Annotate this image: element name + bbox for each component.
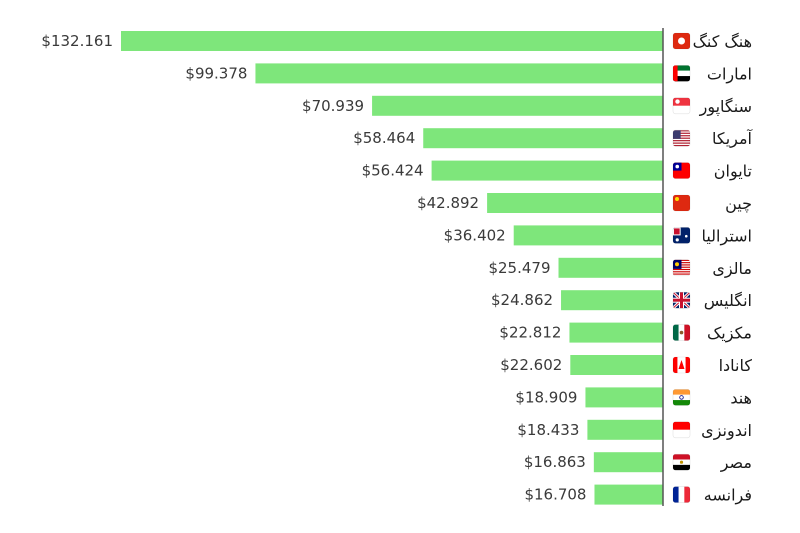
hong-kong-flag-icon	[672, 32, 691, 50]
malaysia-flag-icon	[672, 259, 691, 277]
value-label: $22.812	[499, 324, 561, 342]
value-label: $70.939	[302, 97, 364, 115]
bar	[513, 225, 663, 246]
bars-group	[121, 31, 663, 505]
category-label: سنگاپور	[699, 97, 752, 117]
bar	[372, 95, 663, 116]
category-label: مالزی	[712, 259, 752, 279]
bar	[569, 322, 663, 343]
category-label: هند	[730, 388, 752, 407]
bar	[570, 355, 663, 375]
bar	[594, 484, 663, 505]
mexico-flag-icon	[672, 324, 691, 341]
value-label: $58.464	[353, 129, 415, 147]
bar	[585, 387, 663, 408]
singapore-flag-icon	[672, 97, 691, 115]
bar	[561, 290, 663, 311]
bar	[587, 419, 663, 440]
france-flag-icon	[672, 486, 691, 503]
category-label: آمریکا	[712, 129, 754, 149]
canada-flag-icon	[672, 356, 691, 374]
flags-group	[672, 32, 691, 503]
category-label: مکزیک	[707, 324, 752, 344]
value-label: $24.862	[491, 291, 553, 309]
value-label: $16.708	[524, 486, 586, 504]
value-label: $99.378	[185, 64, 247, 82]
category-label: کانادا	[719, 356, 753, 375]
value-label: $36.402	[444, 226, 506, 244]
category-label: فرانسه	[704, 486, 752, 506]
category-label: اندونزی	[701, 421, 752, 441]
bar	[487, 193, 663, 213]
category-label: مصر	[720, 453, 752, 473]
uk-flag-icon	[672, 291, 691, 309]
value-label: $42.892	[417, 194, 479, 212]
taiwan-flag-icon	[672, 162, 691, 179]
category-label: تایوان	[714, 162, 752, 182]
australia-flag-icon	[672, 227, 691, 244]
bar	[593, 452, 663, 473]
value-label: $18.909	[515, 388, 577, 406]
bar	[121, 31, 663, 51]
value-labels-group: $132.161 $99.378 $70.939 $58.464 $56.424 $42.…	[41, 32, 586, 504]
value-label: $18.433	[517, 421, 579, 439]
category-labels-group: هنگ کنگ امارات سنگاپور آمریکا تایوان چین استرا…	[693, 32, 754, 506]
india-flag-icon	[672, 389, 691, 406]
category-label: امارات	[707, 64, 752, 84]
category-label: چین	[725, 194, 752, 214]
indonesia-flag-icon	[672, 421, 691, 439]
bar	[255, 63, 663, 84]
bar	[431, 160, 663, 181]
value-label: $132.161	[41, 32, 113, 50]
egypt-flag-icon	[672, 453, 691, 471]
bar	[558, 257, 663, 278]
value-label: $56.424	[362, 162, 424, 180]
value-label: $16.863	[524, 453, 586, 471]
china-flag-icon	[672, 194, 691, 212]
bar	[423, 128, 663, 149]
uae-flag-icon	[672, 65, 691, 82]
value-label: $22.602	[500, 356, 562, 374]
usa-flag-icon	[672, 129, 691, 147]
category-label: استرالیا	[701, 226, 752, 246]
category-label: انگلیس	[704, 291, 752, 311]
category-label: هنگ کنگ	[693, 32, 752, 51]
value-label: $25.479	[488, 259, 550, 277]
